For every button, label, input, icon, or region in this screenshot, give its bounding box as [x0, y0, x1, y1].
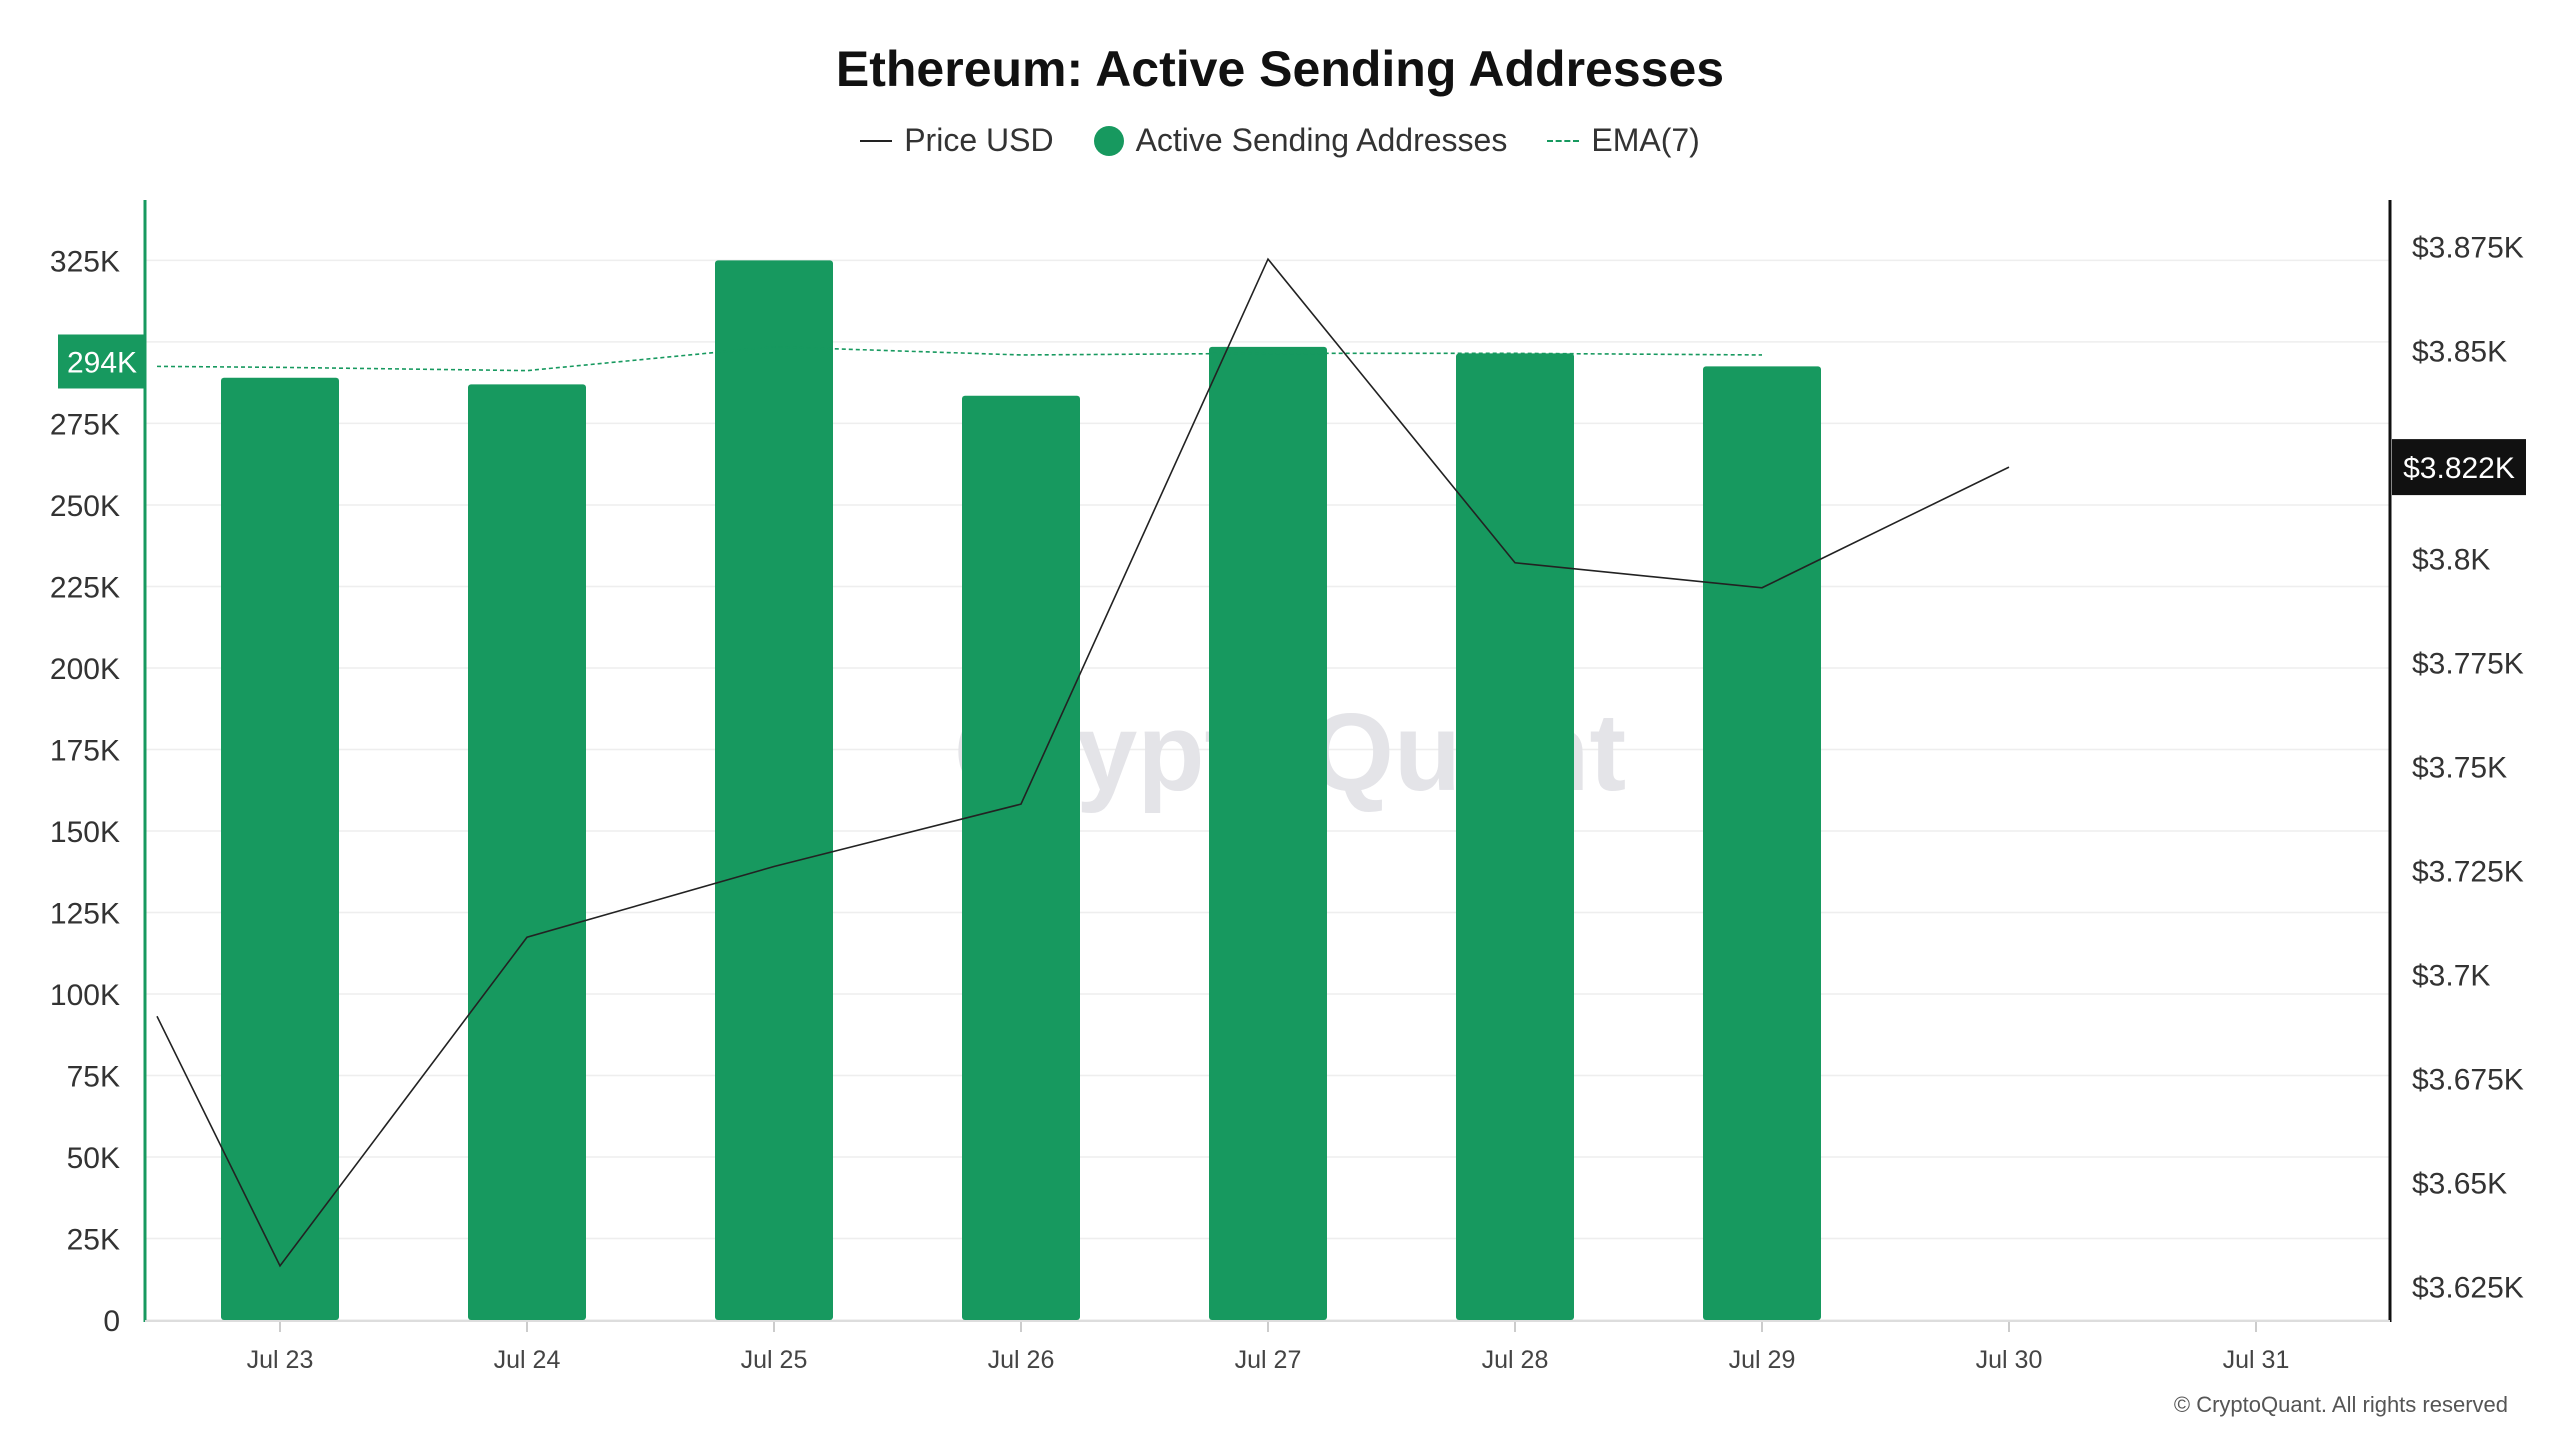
- chart-title: Ethereum: Active Sending Addresses: [835, 41, 1725, 97]
- legend-item-active-sending[interactable]: Active Sending Addresses: [1093, 122, 1508, 159]
- x-tick-label: Jul 29: [1729, 1346, 1796, 1374]
- right-current-value-badge: [2392, 439, 2526, 496]
- price-line: [156, 257, 2010, 1268]
- right-current-value-label: $3.822K: [2403, 452, 2515, 485]
- left-tick-label: 125K: [50, 897, 120, 930]
- x-tick-label: Jul 31: [2223, 1346, 2290, 1374]
- bar-active-sending-addresses: [962, 395, 1080, 1320]
- x-tick-label: Jul 23: [247, 1346, 314, 1374]
- x-tick-label: Jul 28: [1482, 1346, 1549, 1374]
- bar-active-sending-addresses: [468, 384, 586, 1320]
- legend-item-ema[interactable]: EMA(7): [1547, 122, 1700, 159]
- right-tick-label: $3.625K: [2412, 1272, 2524, 1305]
- right-tick-label: $3.8K: [2412, 544, 2490, 577]
- right-tick-label: $3.75K: [2412, 752, 2507, 785]
- legend-label-active-sending: Active Sending Addresses: [1135, 122, 1508, 158]
- bar-active-sending-addresses: [1456, 353, 1574, 1320]
- x-tick-label: Jul 30: [1976, 1346, 2043, 1374]
- legend-dashed-line-icon: [1547, 139, 1580, 142]
- x-tick-label: Jul 26: [988, 1346, 1055, 1374]
- bar-active-sending-addresses: [221, 377, 339, 1321]
- right-tick-label: $3.875K: [2412, 232, 2524, 265]
- left-tick-label: 150K: [50, 816, 120, 849]
- bar-active-sending-addresses: [1703, 366, 1821, 1320]
- left-tick-label: 0: [103, 1305, 120, 1338]
- bar-active-sending-addresses: [1209, 346, 1327, 1320]
- left-current-value-badge: [58, 334, 146, 389]
- left-tick-label: 325K: [50, 245, 120, 278]
- bar-active-sending-addresses: [715, 260, 833, 1321]
- x-tick-label: Jul 25: [741, 1346, 808, 1374]
- left-tick-label: 25K: [67, 1223, 120, 1256]
- left-tick-label: 225K: [50, 571, 120, 604]
- legend-item-price[interactable]: Price USD: [860, 122, 1054, 159]
- x-tick-label: Jul 24: [494, 1346, 561, 1374]
- left-current-value-label: 294K: [67, 346, 137, 379]
- copyright-footer: © CryptoQuant. All rights reserved: [2173, 1392, 2508, 1417]
- right-tick-label: $3.675K: [2412, 1064, 2524, 1097]
- legend-label-price: Price USD: [904, 122, 1054, 158]
- left-tick-label: 250K: [50, 490, 120, 523]
- chart-legend: Price USD Active Sending Addresses EMA(7…: [0, 122, 2560, 159]
- right-tick-label: $3.7K: [2412, 960, 2490, 993]
- left-tick-label: 200K: [50, 653, 120, 686]
- right-tick-label: $3.65K: [2412, 1168, 2507, 1201]
- legend-dot-icon: [1093, 125, 1124, 156]
- right-tick-label: $3.725K: [2412, 856, 2524, 889]
- left-tick-label: 50K: [67, 1142, 120, 1175]
- x-tick-label: Jul 27: [1235, 1346, 1302, 1374]
- left-tick-label: 175K: [50, 734, 120, 767]
- left-tick-label: 75K: [67, 1060, 120, 1093]
- legend-label-ema: EMA(7): [1591, 122, 1700, 158]
- left-tick-label: 275K: [50, 408, 120, 441]
- right-tick-label: $3.85K: [2412, 336, 2507, 369]
- right-tick-label: $3.775K: [2412, 648, 2524, 681]
- legend-line-icon: [860, 139, 893, 142]
- ema-line: [156, 346, 1763, 372]
- left-tick-label: 100K: [50, 979, 120, 1012]
